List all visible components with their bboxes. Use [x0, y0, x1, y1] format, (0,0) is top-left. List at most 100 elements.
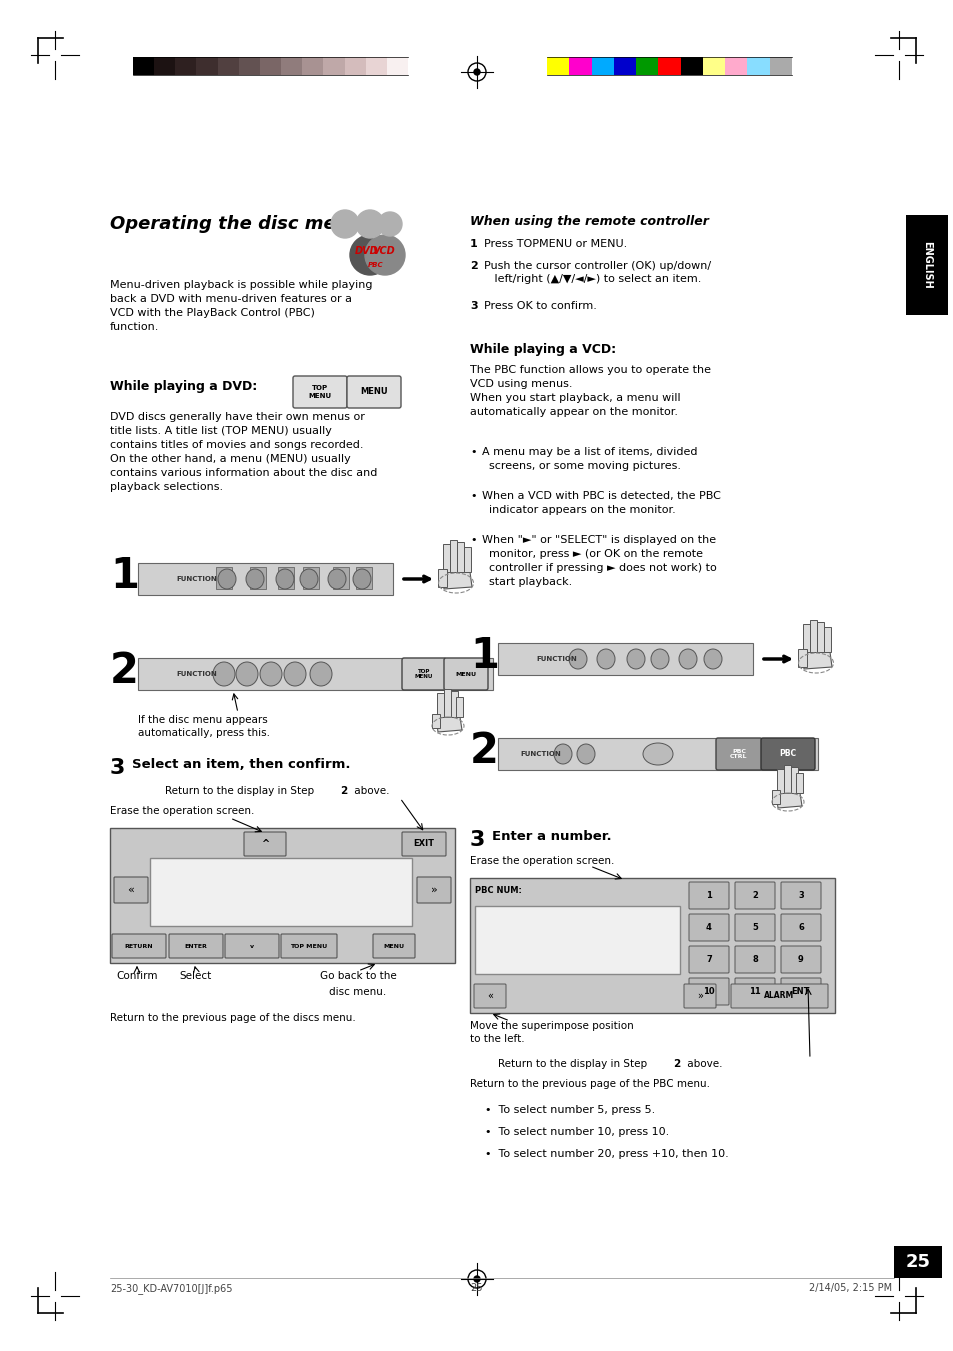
Bar	[450, 540, 456, 571]
FancyBboxPatch shape	[781, 882, 821, 909]
Ellipse shape	[235, 662, 257, 686]
Bar	[795, 773, 802, 793]
FancyBboxPatch shape	[688, 978, 728, 1005]
Text: Press OK to confirm.: Press OK to confirm.	[483, 301, 597, 311]
Ellipse shape	[703, 648, 721, 669]
Text: Select: Select	[180, 971, 212, 981]
FancyBboxPatch shape	[688, 882, 728, 909]
FancyBboxPatch shape	[416, 877, 451, 902]
Ellipse shape	[284, 662, 306, 686]
Polygon shape	[436, 717, 461, 732]
Ellipse shape	[568, 648, 586, 669]
FancyBboxPatch shape	[688, 915, 728, 942]
Text: Menu-driven playback is possible while playing
back a DVD with menu-driven featu: Menu-driven playback is possible while p…	[110, 280, 372, 332]
Ellipse shape	[299, 569, 317, 589]
Bar	[893, 1246, 941, 1278]
Text: 2/14/05, 2:15 PM: 2/14/05, 2:15 PM	[808, 1283, 891, 1293]
Text: disc menu.: disc menu.	[329, 988, 386, 997]
Bar	[302, 57, 323, 76]
FancyBboxPatch shape	[734, 978, 774, 1005]
FancyBboxPatch shape	[734, 915, 774, 942]
FancyBboxPatch shape	[730, 984, 827, 1008]
Text: Select an item, then confirm.: Select an item, then confirm.	[132, 758, 350, 771]
Bar	[432, 713, 439, 728]
Text: v: v	[250, 943, 253, 948]
Bar	[679, 57, 702, 76]
Bar	[238, 57, 259, 76]
Text: 9: 9	[798, 955, 803, 963]
Text: 3: 3	[798, 890, 803, 900]
FancyBboxPatch shape	[401, 832, 446, 857]
Text: «: «	[128, 885, 134, 894]
Bar	[138, 563, 393, 594]
Bar	[110, 828, 455, 963]
FancyBboxPatch shape	[734, 946, 774, 973]
Text: 2: 2	[672, 1059, 679, 1069]
Text: FUNCTION: FUNCTION	[536, 657, 577, 662]
Circle shape	[377, 212, 401, 236]
Bar	[783, 765, 790, 793]
Bar	[771, 790, 780, 804]
Text: If the disc menu appears
automatically, press this.: If the disc menu appears automatically, …	[138, 715, 270, 738]
Text: Return to the previous page of the discs menu.: Return to the previous page of the discs…	[110, 1013, 355, 1023]
Bar	[323, 57, 344, 76]
Ellipse shape	[260, 662, 282, 686]
Ellipse shape	[642, 743, 672, 765]
Bar	[386, 57, 408, 76]
Bar	[365, 57, 386, 76]
Text: 5: 5	[751, 923, 757, 931]
FancyBboxPatch shape	[716, 738, 761, 770]
Polygon shape	[441, 571, 472, 589]
Text: FUNCTION: FUNCTION	[519, 751, 560, 757]
Text: Move the superimpose position
to the left.: Move the superimpose position to the lef…	[470, 1021, 633, 1044]
Text: »: »	[430, 885, 436, 894]
Bar	[281, 57, 302, 76]
Circle shape	[355, 209, 384, 238]
Text: Press TOPMENU or MENU.: Press TOPMENU or MENU.	[483, 239, 626, 249]
Text: While playing a DVD:: While playing a DVD:	[110, 380, 257, 393]
Ellipse shape	[310, 662, 332, 686]
Bar	[724, 57, 746, 76]
Text: 2: 2	[110, 650, 139, 692]
Text: •: •	[470, 535, 476, 544]
Text: above.: above.	[683, 1059, 721, 1069]
Text: When "►" or "SELECT" is displayed on the
  monitor, press ► (or OK on the remote: When "►" or "SELECT" is displayed on the…	[481, 535, 716, 586]
Text: PBC: PBC	[368, 262, 383, 267]
Bar	[790, 767, 797, 793]
Text: 2: 2	[470, 261, 477, 272]
Text: «: «	[486, 992, 493, 1001]
Bar	[702, 57, 724, 76]
Text: When a VCD with PBC is detected, the PBC
  indicator appears on the monitor.: When a VCD with PBC is detected, the PBC…	[481, 490, 720, 515]
Ellipse shape	[577, 744, 595, 765]
Text: RETURN: RETURN	[125, 943, 153, 948]
FancyBboxPatch shape	[474, 984, 505, 1008]
Bar	[905, 215, 947, 315]
Circle shape	[474, 69, 479, 76]
Text: Return to the display in Step: Return to the display in Step	[165, 786, 317, 796]
FancyBboxPatch shape	[401, 658, 446, 690]
Text: TOP
MENU: TOP MENU	[308, 385, 332, 399]
Bar	[355, 567, 372, 589]
Ellipse shape	[679, 648, 697, 669]
Text: 1: 1	[470, 239, 477, 249]
Bar	[436, 693, 443, 717]
Bar	[797, 648, 806, 667]
Text: FUNCTION: FUNCTION	[175, 671, 216, 677]
FancyBboxPatch shape	[683, 984, 716, 1008]
Text: 25-30_KD-AV7010[J]f.p65: 25-30_KD-AV7010[J]f.p65	[110, 1283, 233, 1294]
Text: above.: above.	[351, 786, 389, 796]
Text: Operating the disc menu: Operating the disc menu	[110, 215, 361, 232]
FancyBboxPatch shape	[113, 877, 148, 902]
Text: •  To select number 5, press 5.: • To select number 5, press 5.	[484, 1105, 655, 1115]
Bar	[217, 57, 238, 76]
Text: Confirm: Confirm	[116, 971, 157, 981]
Bar	[150, 858, 412, 925]
Text: Push the cursor controller (OK) up/down/
   left/right (▲/▼/◄/►) to select an it: Push the cursor controller (OK) up/down/…	[483, 261, 710, 284]
Text: A menu may be a list of items, divided
  screens, or some moving pictures.: A menu may be a list of items, divided s…	[481, 447, 697, 471]
Bar	[816, 621, 823, 653]
Bar	[776, 769, 783, 793]
Text: 1: 1	[110, 555, 139, 597]
Text: Erase the operation screen.: Erase the operation screen.	[110, 807, 254, 816]
Text: Return to the display in Step: Return to the display in Step	[497, 1059, 650, 1069]
Text: 1: 1	[470, 635, 498, 677]
